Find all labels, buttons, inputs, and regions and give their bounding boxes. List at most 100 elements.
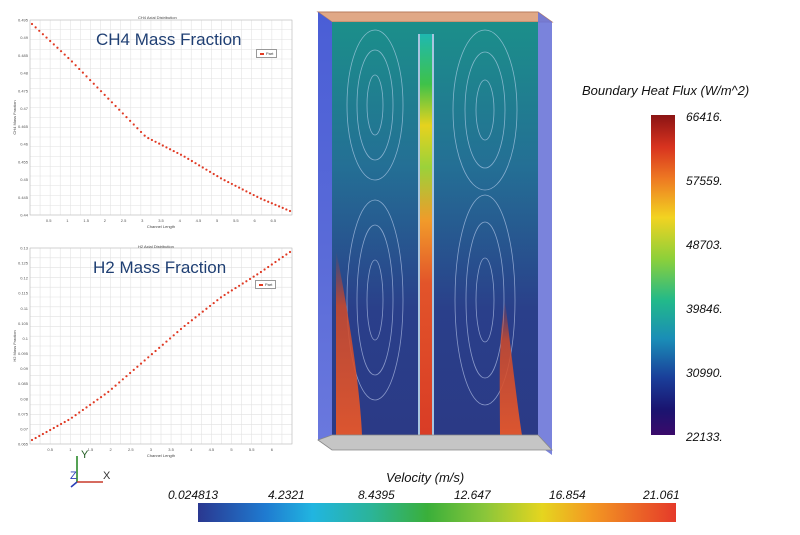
- ch4-data-point: [34, 26, 37, 29]
- h2-data-point: [34, 436, 37, 440]
- h2-y-label: H2 Mass Fraction: [12, 330, 17, 361]
- ch4-data-point: [38, 29, 41, 32]
- ch4-y-tick: 0.455: [18, 159, 29, 164]
- h2-data-point: [198, 313, 201, 316]
- ch4-data-point: [110, 101, 114, 104]
- h2-data-point: [212, 301, 215, 305]
- ch4-heading: CH4 Mass Fraction: [96, 30, 242, 49]
- ch4-data-point: [183, 155, 186, 158]
- ch4-data-point: [263, 199, 266, 202]
- heat-flux-label-3: 39846.: [686, 302, 723, 316]
- h2-data-point: [194, 316, 197, 319]
- h2-data-point: [270, 263, 273, 266]
- ch4-y-tick: 0.46: [20, 142, 29, 147]
- ch4-gridlines: [29, 19, 293, 216]
- h2-data-point: [179, 327, 183, 331]
- h2-legend-label: Part: [265, 282, 273, 287]
- heat-flux-title: Boundary Heat Flux (W/m^2): [582, 83, 750, 98]
- h2-data-point: [110, 387, 114, 390]
- ch4-data-point: [281, 206, 284, 210]
- ch4-data-point: [81, 71, 84, 74]
- h2-y-tick: 0.08: [20, 396, 29, 401]
- h2-data-point: [165, 340, 168, 343]
- ch4-data-point: [150, 138, 154, 142]
- ch4-data-point: [161, 144, 164, 147]
- ch4-data-point: [118, 108, 121, 111]
- h2-x-tick: 3.5: [168, 447, 174, 452]
- ch4-data-point: [219, 177, 223, 180]
- h2-y-tick: 0.07: [20, 426, 29, 431]
- h2-data-point: [223, 293, 226, 297]
- h2-data-point: [125, 375, 128, 378]
- h2-data-point: [143, 359, 146, 362]
- ch4-y-tick: 0.485: [18, 53, 29, 58]
- ch4-data-point: [89, 78, 92, 82]
- h2-data-point: [208, 304, 212, 308]
- ch4-data-point: [59, 50, 63, 53]
- h2-data-point: [263, 268, 266, 271]
- h2-x-tick: 5.5: [249, 447, 255, 452]
- ch4-data-point: [267, 200, 270, 203]
- h2-y-tick: 0.065: [18, 442, 29, 447]
- ch4-y-tick: 0.445: [18, 195, 29, 200]
- ch4-data-point: [107, 97, 110, 100]
- h2-data-point: [41, 432, 45, 436]
- h2-data-point: [118, 381, 121, 384]
- ch4-data-point: [194, 162, 197, 165]
- ch4-data-point: [70, 60, 74, 63]
- h2-x-tick: 5: [230, 447, 233, 452]
- h2-data-point: [150, 353, 154, 356]
- ch4-plot: 0.5 1 1.5 2 2.5 3 3.5 4 4.5 5 5.5 6 6.5 0.495 0.49 0.48…: [8, 10, 296, 232]
- h2-data-point: [234, 286, 237, 290]
- ch4-data-point: [49, 39, 52, 43]
- h2-small-title: H2 Axial Distribution: [138, 244, 174, 249]
- ch4-y-tick: 0.495: [18, 18, 29, 23]
- h2-legend: Part: [255, 280, 277, 289]
- ch4-y-tick: 0.49: [20, 35, 29, 40]
- h2-heading: H2 Mass Fraction: [93, 258, 227, 277]
- ch4-data-point: [201, 166, 204, 169]
- ch4-y-label: CH4 Mass Fraction: [12, 100, 17, 134]
- h2-data-point: [59, 422, 63, 426]
- ch4-data-point: [103, 93, 106, 96]
- ch4-x-tick: 1.5: [83, 218, 89, 223]
- h2-data-point: [129, 371, 132, 375]
- ch4-data-point: [136, 127, 139, 130]
- h2-data-point: [38, 434, 41, 438]
- h2-data-point: [67, 418, 70, 422]
- ch4-data-point: [158, 142, 161, 145]
- h2-x-tick: 4.5: [209, 447, 215, 452]
- h2-data-point: [81, 408, 84, 412]
- h2-y-tick: 0.115: [18, 291, 28, 296]
- h2-data-point: [241, 282, 244, 285]
- h2-data-point: [45, 430, 48, 434]
- h2-data-point: [70, 416, 74, 419]
- ch4-data-point: [56, 46, 59, 49]
- ch4-x-tick: 4.5: [196, 218, 202, 223]
- h2-data-point: [52, 426, 55, 430]
- ch4-data-point: [121, 112, 124, 115]
- cfd-domain-view: [316, 11, 554, 455]
- h2-data-point: [132, 368, 135, 371]
- ch4-x-tick: 5: [216, 218, 219, 223]
- h2-data-point: [245, 280, 248, 283]
- h2-data-point: [168, 337, 172, 340]
- velocity-label-3: 12.647: [454, 488, 491, 502]
- ch4-x-tick: 0.5: [46, 218, 52, 223]
- ch4-data-point: [277, 205, 281, 208]
- heat-flux-label-2: 48703.: [686, 238, 723, 252]
- ch4-data-point: [205, 168, 208, 171]
- ch4-frame: [29, 19, 293, 216]
- velocity-label-5: 21.061: [643, 488, 680, 502]
- ch4-plot-svg: 0.5 1 1.5 2 2.5 3 3.5 4 4.5 5 5.5 6 6.5 0.495 0.49 0.48…: [12, 18, 293, 229]
- h2-data-point: [238, 284, 241, 287]
- ch4-data-point: [67, 56, 70, 60]
- ch4-data-point: [198, 164, 201, 167]
- h2-x-label: Channel Length: [147, 453, 175, 458]
- h2-data-point: [216, 299, 219, 302]
- h2-x-tick: 3: [150, 447, 153, 452]
- ch4-y-tick: 0.44: [20, 213, 29, 218]
- h2-data-point: [96, 398, 99, 401]
- ch4-data-point: [172, 149, 175, 153]
- ch4-data-point: [41, 33, 45, 36]
